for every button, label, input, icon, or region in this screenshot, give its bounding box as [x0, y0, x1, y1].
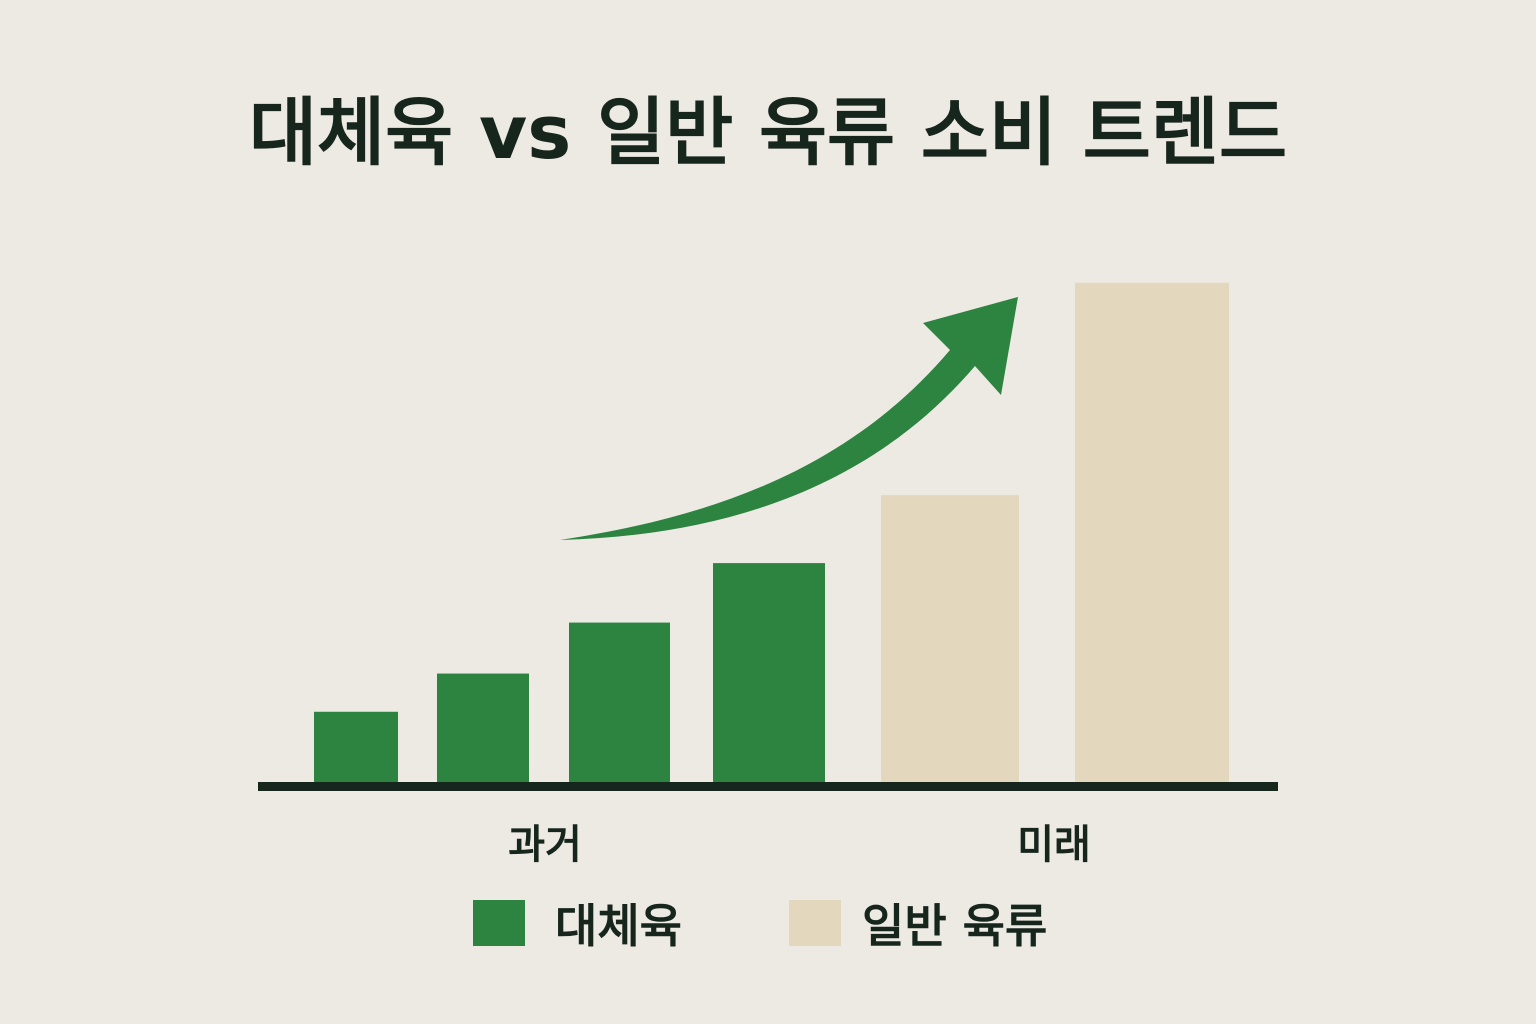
bar-alt-meat-3 [569, 622, 670, 784]
legend-label-conventional-meat: 일반 육류 [862, 899, 1047, 953]
legend-swatch-conventional-meat [789, 900, 841, 946]
bars-layer [314, 282, 1229, 784]
legend-swatch-alt-meat [473, 900, 525, 946]
x-axis-line [258, 782, 1278, 791]
bar-conventional-meat-6 [1075, 282, 1229, 784]
trend-arrow-icon [560, 297, 1018, 540]
x-tick-label-future: 미래 [1017, 822, 1091, 868]
bar-conventional-meat-5 [881, 495, 1019, 784]
bar-alt-meat-2 [437, 673, 529, 784]
legend-label-alt-meat: 대체육 [555, 899, 682, 953]
bar-alt-meat-4 [713, 563, 825, 784]
x-tick-label-past: 과거 [508, 822, 582, 868]
chart-title: 대체육 vs 일반 육류 소비 트렌드 [249, 90, 1287, 176]
legend: 대체육 일반 육류 [473, 899, 1047, 953]
bar-alt-meat-1 [314, 711, 398, 784]
